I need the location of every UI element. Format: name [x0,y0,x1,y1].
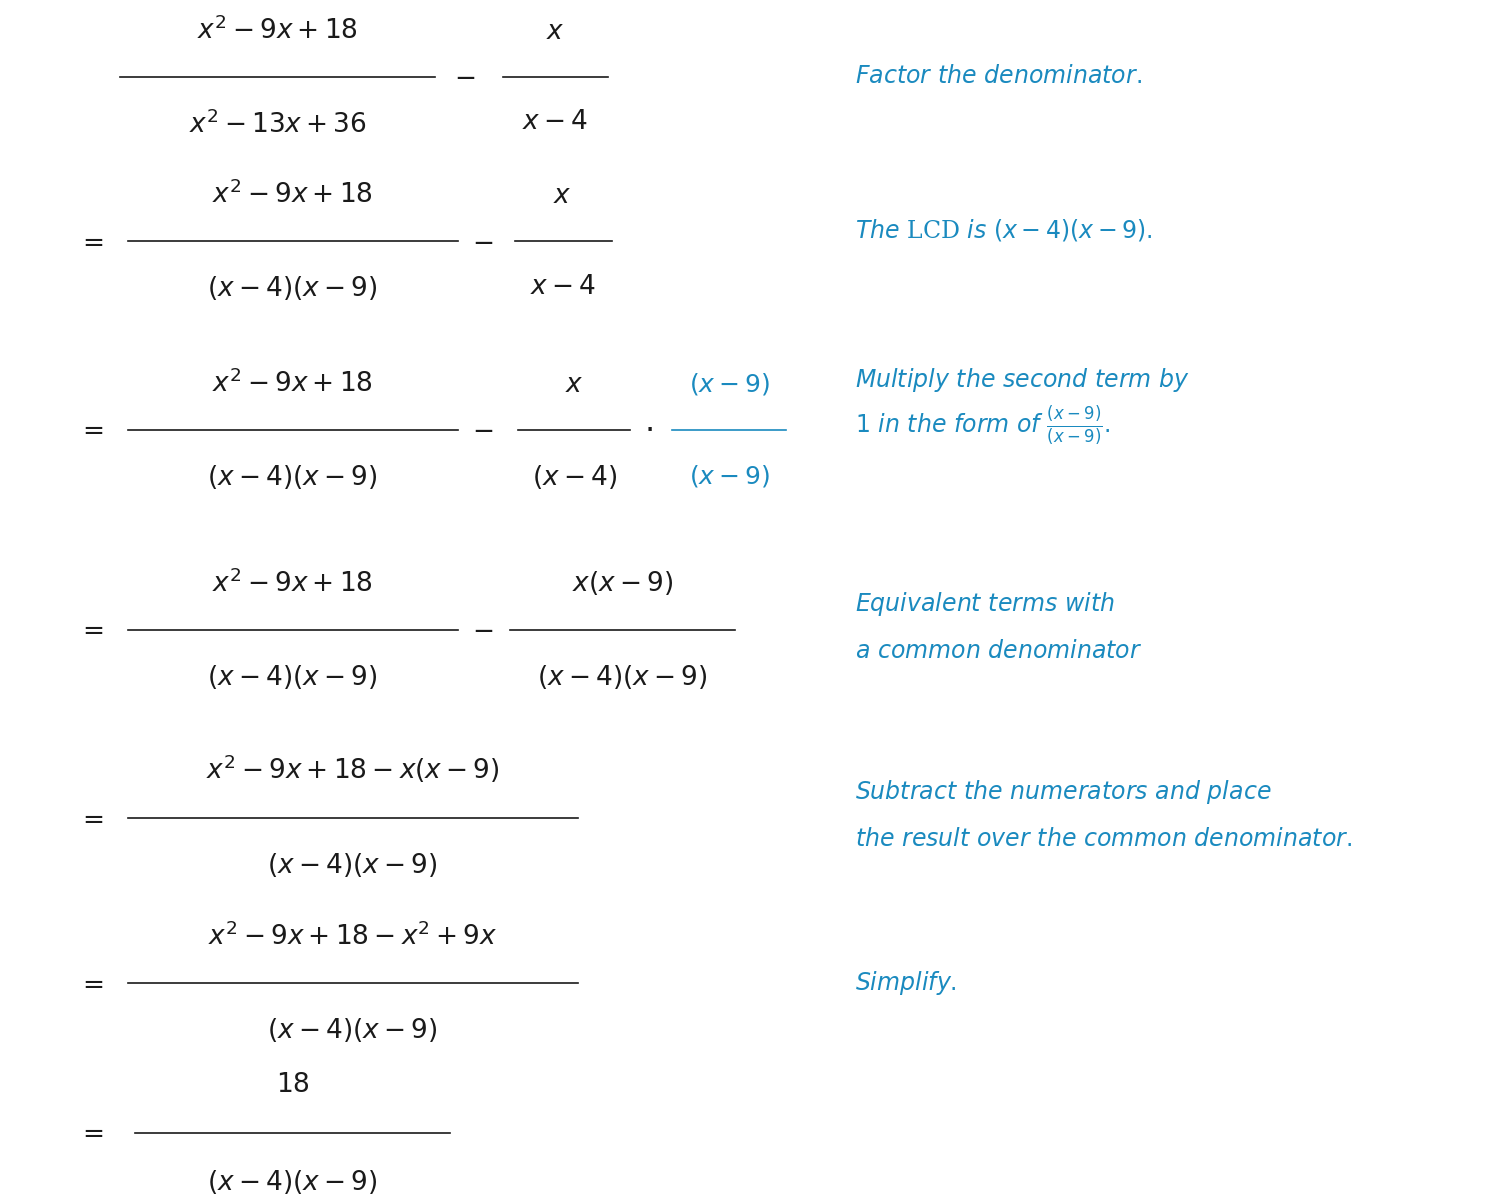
Text: $x^{2}-9x+18$: $x^{2}-9x+18$ [211,568,374,597]
Text: $=$: $=$ [76,617,104,642]
Text: $\cdot$: $\cdot$ [644,415,652,446]
Text: $\mathit{Subtract\ the\ numerators\ and\ place}$: $\mathit{Subtract\ the\ numerators\ and\… [855,779,1272,806]
Text: $x-4$: $x-4$ [522,109,588,134]
Text: $=$: $=$ [76,806,104,830]
Text: $\mathit{the\ result\ over\ the\ common\ denominator.}$: $\mathit{the\ result\ over\ the\ common\… [855,828,1352,851]
Text: $x^{2}-13x+36$: $x^{2}-13x+36$ [189,109,366,138]
Text: $x^{2}-9x+18$: $x^{2}-9x+18$ [196,16,358,43]
Text: $x^{2}-9x+18$: $x^{2}-9x+18$ [211,368,374,397]
Text: $(x-4)(x-9)$: $(x-4)(x-9)$ [207,462,378,491]
Text: $(x-4)(x-9)$: $(x-4)(x-9)$ [207,274,378,302]
Text: $\it{Factor\ the\ denominator.}$: $\it{Factor\ the\ denominator.}$ [855,65,1142,87]
Text: $(x-4)(x-9)$: $(x-4)(x-9)$ [537,662,708,691]
Text: $(x-4)(x-9)$: $(x-4)(x-9)$ [267,852,438,879]
Text: $(x-4)$: $(x-4)$ [532,462,616,491]
Text: $x(x-9)$: $x(x-9)$ [572,569,674,597]
Text: $\mathit{Equivalent\ terms\ with}$: $\mathit{Equivalent\ terms\ with}$ [855,589,1114,618]
Text: $x$: $x$ [546,18,564,43]
Text: $\mathit{Multiply\ the\ second\ term\ by}$: $\mathit{Multiply\ the\ second\ term\ by… [855,367,1190,394]
Text: $(x-9)$: $(x-9)$ [688,370,770,397]
Text: $x^{2}-9x+18$: $x^{2}-9x+18$ [211,180,374,208]
Text: $=$: $=$ [76,229,104,254]
Text: $x$: $x$ [566,371,584,397]
Text: $\mathit{Simplify.}$: $\mathit{Simplify.}$ [855,969,957,997]
Text: $-$: $-$ [472,229,494,254]
Text: $\mathit{The}$ LCD $\mathit{is}$ $(x-4)(x-9).$: $\mathit{The}$ LCD $\mathit{is}$ $(x-4)(… [855,217,1154,242]
Text: $(x-4)(x-9)$: $(x-4)(x-9)$ [207,1168,378,1196]
Text: $(x-4)(x-9)$: $(x-4)(x-9)$ [207,662,378,691]
Text: $-$: $-$ [472,417,494,442]
Text: $1\ \mathit{in\ the\ form\ of}\ \frac{(x-9)}{(x-9)}.$: $1\ \mathit{in\ the\ form\ of}\ \frac{(x… [855,404,1110,447]
Text: $-$: $-$ [472,617,494,642]
Text: $=$: $=$ [76,970,104,996]
Text: $x$: $x$ [554,183,572,208]
Text: $(x-4)(x-9)$: $(x-4)(x-9)$ [267,1016,438,1045]
Text: $-$: $-$ [454,63,476,89]
Text: $18$: $18$ [276,1072,309,1097]
Text: $(x-9)$: $(x-9)$ [688,462,770,489]
Text: $x-4$: $x-4$ [530,274,596,300]
Text: $=$: $=$ [76,1120,104,1145]
Text: $x^{2}-9x+18-x(x-9)$: $x^{2}-9x+18-x(x-9)$ [206,752,500,786]
Text: $=$: $=$ [76,417,104,442]
Text: $\mathit{a\ common\ denominator}$: $\mathit{a\ common\ denominator}$ [855,640,1143,662]
Text: $x^{2}-9x+18-x^{2}+9x$: $x^{2}-9x+18-x^{2}+9x$ [209,921,496,950]
